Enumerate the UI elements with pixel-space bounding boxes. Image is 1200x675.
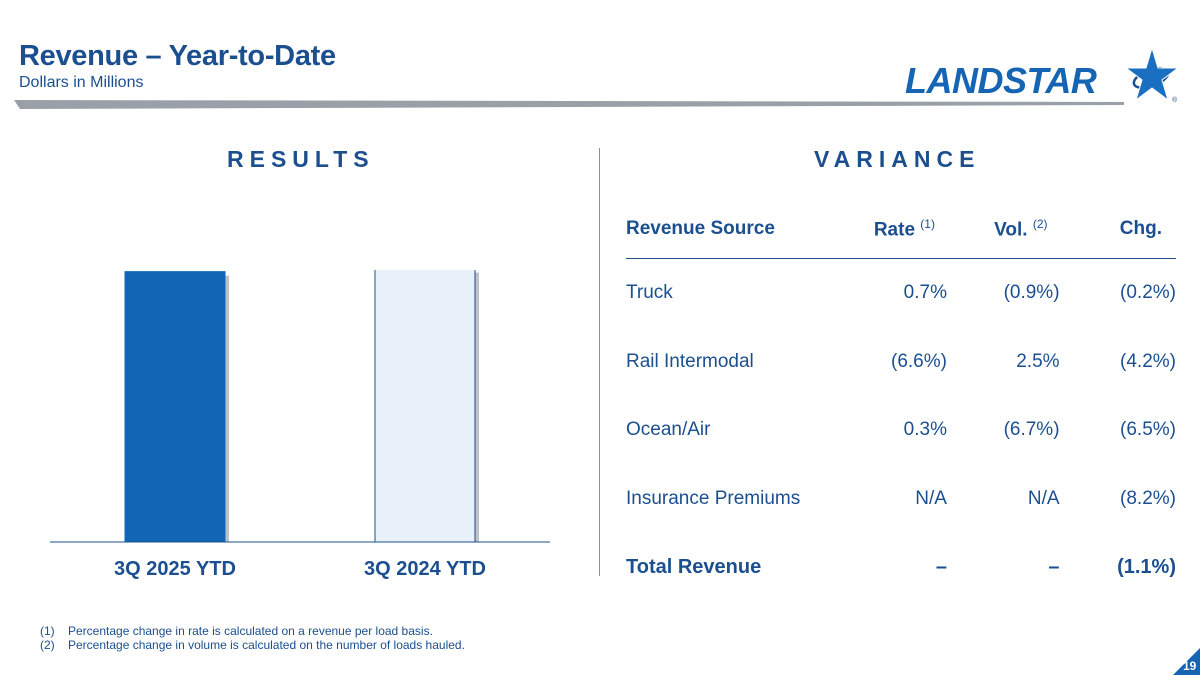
- page-subtitle: Dollars in Millions: [19, 74, 144, 91]
- footnote-number: (2): [40, 638, 55, 652]
- footnote-text: Percentage change in rate is calculated …: [68, 624, 433, 638]
- page-number: 19: [1183, 659, 1197, 673]
- vol-footnote-ref: (2): [1032, 216, 1048, 231]
- row-vol: 2.5%: [1016, 350, 1060, 372]
- bar: [124, 271, 226, 543]
- col-rate: Rate (1): [873, 216, 935, 241]
- row-rate: N/A: [915, 487, 947, 509]
- footnote-number: (1): [40, 624, 55, 638]
- col-vol: Vol. (2): [994, 216, 1048, 241]
- page-title: Revenue – Year-to-Date: [19, 40, 336, 72]
- total-rate: –: [935, 555, 947, 578]
- row-rate: 0.7%: [903, 282, 947, 304]
- landstar-logo: LANDSTAR ®: [905, 46, 1180, 104]
- row-rate: 0.3%: [903, 419, 947, 441]
- total-row: Total Revenue – – (1.1%): [626, 533, 1176, 602]
- total-vol: –: [1048, 555, 1060, 578]
- x-tick-label: 3Q 2024 YTD: [364, 558, 486, 580]
- star-icon: ®: [1124, 46, 1180, 104]
- logo-wordmark: LANDSTAR: [905, 60, 1097, 101]
- footnote: (2) Percentage change in volume is calcu…: [40, 638, 465, 652]
- header-rule: [14, 100, 1124, 109]
- row-vol: N/A: [1027, 487, 1060, 509]
- row-source: Rail Intermodal: [626, 350, 754, 372]
- page-corner-badge: [1173, 648, 1200, 675]
- rate-footnote-ref: (1): [920, 216, 935, 231]
- variance-title: VARIANCE: [814, 146, 981, 172]
- row-rate: (6.6%): [891, 350, 947, 372]
- footnote: (1) Percentage change in rate is calcula…: [40, 624, 465, 638]
- table-row: Insurance Premiums N/A N/A (8.2%): [626, 465, 1176, 534]
- bar: [374, 270, 476, 543]
- total-chg: (1.1%): [1117, 555, 1176, 578]
- col-revenue-source: Revenue Source: [626, 218, 775, 239]
- row-source: Insurance Premiums: [626, 487, 801, 509]
- footnote-text: Percentage change in volume is calculate…: [68, 638, 465, 652]
- x-tick-label: 3Q 2025 YTD: [114, 558, 236, 580]
- row-vol: (0.9%): [1003, 282, 1060, 304]
- table-row: Truck 0.7% (0.9%) (0.2%): [626, 259, 1176, 328]
- total-source: Total Revenue: [626, 555, 762, 578]
- results-bar-chart: $3,569.33Q 2025 YTD$3,609.93Q 2024 YTD: [50, 270, 550, 580]
- section-divider: [599, 148, 600, 576]
- row-chg: (0.2%): [1120, 282, 1176, 304]
- results-title: RESULTS: [227, 146, 375, 172]
- row-vol: (6.7%): [1003, 419, 1060, 441]
- footnotes: (1) Percentage change in rate is calcula…: [40, 624, 465, 652]
- row-chg: (4.2%): [1120, 350, 1176, 372]
- svg-text:®: ®: [1172, 96, 1178, 104]
- variance-table: Revenue Source Rate (1) Vol. (2) Chg. Tr…: [626, 200, 1176, 602]
- table-row: Rail Intermodal (6.6%) 2.5% (4.2%): [626, 328, 1176, 397]
- row-source: Truck: [626, 282, 673, 304]
- row-source: Ocean/Air: [626, 419, 711, 441]
- row-chg: (8.2%): [1120, 487, 1176, 509]
- col-chg: Chg.: [1119, 218, 1162, 239]
- table-row: Ocean/Air 0.3% (6.7%) (6.5%): [626, 396, 1176, 465]
- row-chg: (6.5%): [1120, 419, 1176, 441]
- table-header-row: Revenue Source Rate (1) Vol. (2) Chg.: [626, 200, 1176, 259]
